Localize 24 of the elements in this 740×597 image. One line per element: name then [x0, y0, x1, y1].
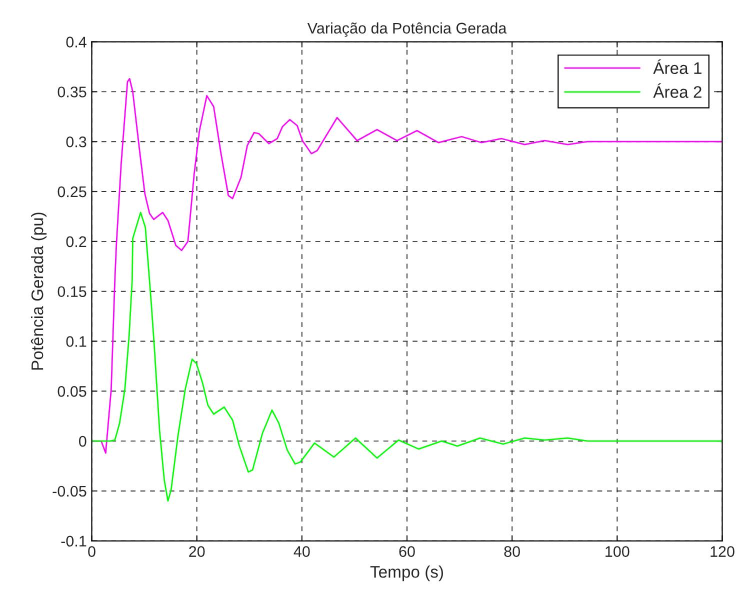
y-tick-label: 0.35: [58, 86, 86, 98]
y-tick-label: 0.25: [58, 186, 86, 198]
y-tick-label: 0.05: [58, 386, 86, 397]
y-tick-label: 0.4: [66, 36, 86, 48]
x-axis-title: Tempo (s): [370, 566, 444, 582]
y-tick-label: 0.15: [58, 286, 86, 298]
line-series: [92, 212, 722, 502]
x-tick-label: 0: [88, 546, 96, 557]
x-tick-label: 60: [399, 546, 415, 557]
x-tick-label: 80: [504, 546, 520, 557]
x-tick-label: 40: [294, 546, 310, 557]
y-tick-label: 0: [79, 436, 86, 447]
y-tick-label: 0.1: [66, 336, 86, 347]
x-tick-label: 120: [710, 546, 734, 557]
y-tick-label: 0.2: [66, 236, 86, 248]
legend-label: Área 1: [653, 59, 702, 74]
y-tick-label: -0.05: [52, 486, 86, 497]
y-tick-label: 0.3: [66, 136, 86, 148]
x-tick-label: 20: [189, 546, 205, 557]
chart-title: Variação da Potência Gerada: [307, 22, 507, 37]
x-tick-label: 100: [606, 546, 630, 557]
legend-label: Área 2: [653, 83, 702, 98]
y-axis-title: Potência Gerada (pu): [30, 212, 47, 370]
y-tick-label: -0.1: [61, 536, 86, 547]
